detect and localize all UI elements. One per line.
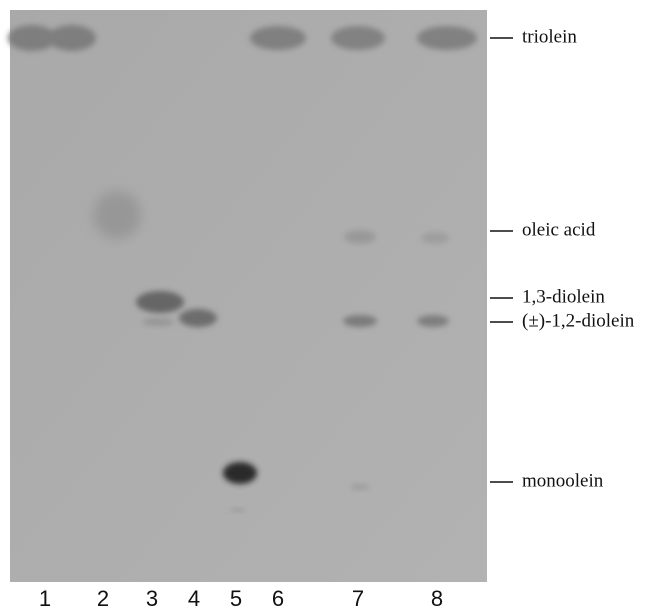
lane-label: 8 <box>431 586 443 610</box>
lane-label: 2 <box>97 586 109 610</box>
spot <box>93 191 141 239</box>
compound-label: monoolein <box>522 470 604 491</box>
spot <box>136 291 184 313</box>
spots <box>8 25 477 512</box>
compound-label: 1,3-diolein <box>522 286 605 307</box>
spot <box>179 309 217 327</box>
spot <box>343 315 377 327</box>
lane-labels: 1 2 3 4 5 6 7 8 <box>39 586 443 610</box>
spot <box>48 25 96 51</box>
lane-label: 5 <box>230 586 242 610</box>
lane-label: 6 <box>272 586 284 610</box>
spot <box>250 26 306 50</box>
spot <box>421 232 449 244</box>
lane-label: 7 <box>352 586 364 610</box>
spot <box>417 315 449 327</box>
spot <box>350 484 370 490</box>
compound-label: (±)-1,2-diolein <box>522 310 635 331</box>
compound-label: oleic acid <box>522 219 596 240</box>
lane-label: 1 <box>39 586 51 610</box>
spot <box>344 230 376 244</box>
spot <box>142 318 174 326</box>
spot <box>331 26 385 50</box>
spot <box>417 26 477 50</box>
compound-labels: triolein oleic acid 1,3-diolein (±)-1,2-… <box>490 26 635 491</box>
spot <box>8 25 56 51</box>
lane-label: 4 <box>188 586 200 610</box>
compound-label: triolein <box>522 26 577 47</box>
spot <box>223 462 257 484</box>
spot <box>230 508 246 512</box>
lane-label: 3 <box>146 586 158 610</box>
tlc-plate <box>10 10 487 582</box>
